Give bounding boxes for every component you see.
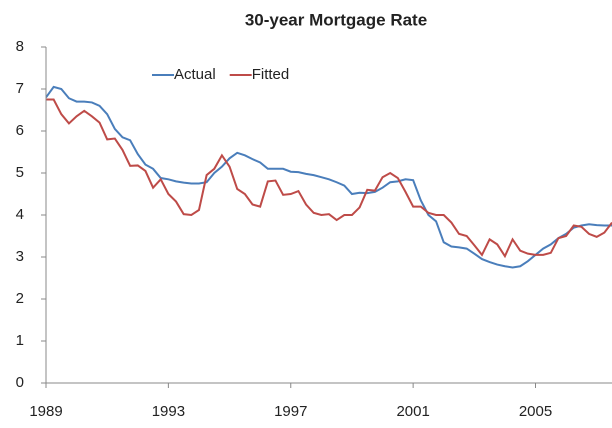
y-tick-label: 2 xyxy=(16,290,24,307)
x-tick-label: 1997 xyxy=(274,403,307,420)
y-tick-label: 0 xyxy=(16,374,24,391)
x-tick-label: 1989 xyxy=(29,403,62,420)
legend-label: Fitted xyxy=(252,66,290,83)
line-series xyxy=(46,98,612,259)
y-tick-label: 3 xyxy=(16,248,24,265)
legend-label: Actual xyxy=(174,66,216,83)
line-series xyxy=(46,85,612,269)
y-tick-label: 4 xyxy=(16,206,24,223)
y-tick-label: 8 xyxy=(16,38,24,55)
x-tick-label: 2001 xyxy=(396,403,429,420)
y-tick-label: 7 xyxy=(16,80,24,97)
x-tick-label: 1993 xyxy=(152,403,185,420)
chart-title: 30-year Mortgage Rate xyxy=(245,10,427,29)
y-tick-label: 6 xyxy=(16,122,24,139)
y-tick-label: 5 xyxy=(16,164,24,181)
plot-area xyxy=(46,85,612,269)
x-tick-label: 2005 xyxy=(519,403,552,420)
y-tick-label: 1 xyxy=(16,332,24,349)
